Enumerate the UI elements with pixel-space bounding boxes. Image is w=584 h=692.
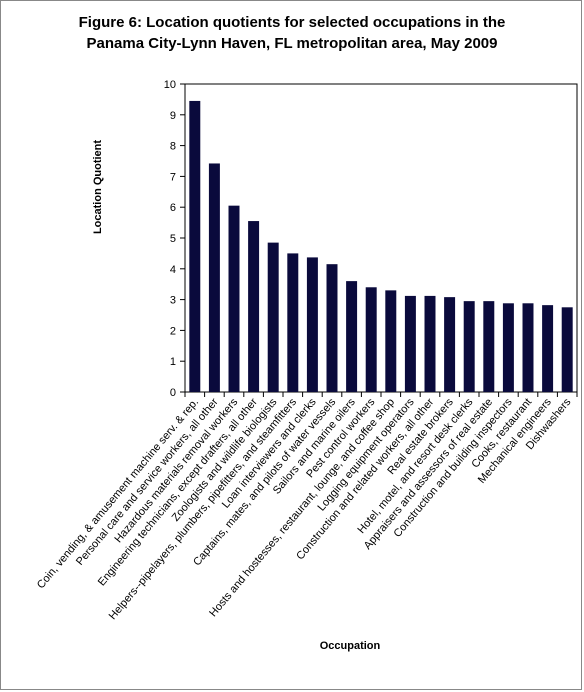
bar — [463, 301, 475, 392]
bar — [228, 205, 240, 392]
y-tick-label: 5 — [170, 233, 176, 245]
y-tick-label: 2 — [170, 325, 176, 337]
chart-title: Figure 6: Location quotients for selecte… — [0, 12, 584, 54]
y-tick-label: 6 — [170, 202, 176, 214]
y-axis-ticks: 0 1 2 3 4 5 6 7 8 9 10 — [164, 79, 185, 399]
bar — [287, 253, 299, 392]
bar — [522, 303, 534, 392]
y-tick-label: 0 — [170, 387, 176, 399]
bar — [404, 295, 416, 392]
bar — [424, 295, 436, 392]
bar — [267, 242, 279, 392]
bar — [385, 290, 397, 392]
plot-border — [184, 83, 578, 393]
bar — [502, 303, 514, 392]
bar — [326, 264, 338, 392]
y-tick-label: 10 — [164, 79, 176, 91]
bar — [248, 221, 260, 392]
y-tick-label: 7 — [170, 171, 176, 183]
y-tick-label: 9 — [170, 110, 176, 122]
y-tick-label: 3 — [170, 295, 176, 307]
y-axis-label: Location Quotient — [92, 140, 104, 234]
bars — [189, 100, 573, 392]
plot-area — [184, 83, 578, 393]
bar — [306, 257, 318, 392]
bar — [208, 163, 220, 392]
bar — [542, 305, 554, 392]
chart-title-line-1: Figure 6: Location quotients for selecte… — [78, 14, 506, 31]
bar — [483, 301, 495, 392]
y-tick-label: 8 — [170, 141, 176, 153]
x-axis-category-labels: Coin, vending, & amusement machine serv.… — [35, 392, 578, 622]
chart-title-line-2: Panama City-Lynn Haven, FL metropolitan … — [86, 35, 498, 52]
bar — [365, 287, 377, 392]
y-tick-label: 4 — [170, 264, 176, 276]
y-tick-label: 1 — [170, 356, 176, 368]
bar — [561, 307, 573, 392]
bar — [346, 281, 358, 392]
bar — [189, 100, 201, 392]
bar — [444, 297, 456, 392]
x-axis-label: Occupation — [320, 640, 381, 652]
